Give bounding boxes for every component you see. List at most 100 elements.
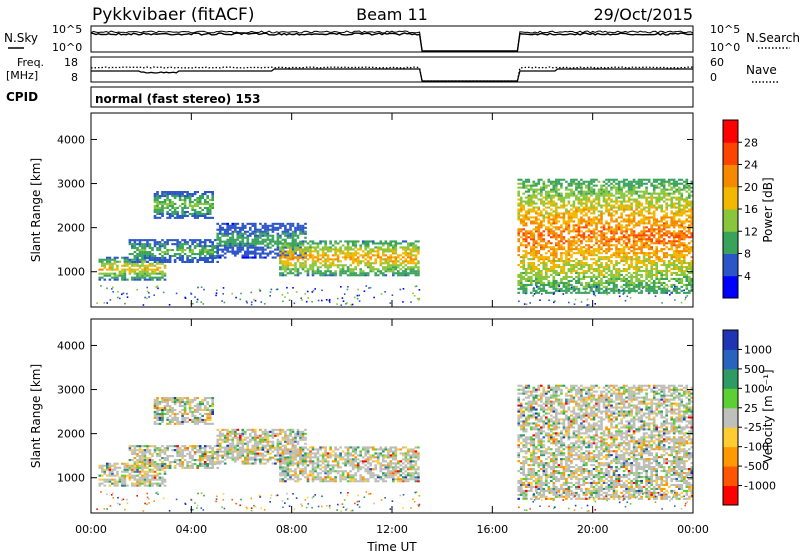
power-cell	[605, 250, 608, 253]
power-cell	[126, 268, 129, 271]
power-cell	[133, 278, 137, 281]
power-cell	[522, 285, 525, 288]
power-cell	[652, 234, 656, 237]
velocity-cell	[133, 482, 137, 485]
power-cell	[304, 250, 307, 253]
power-cell	[678, 256, 681, 259]
power-cell	[680, 208, 684, 211]
power-cell	[612, 232, 616, 235]
power-cell	[637, 268, 641, 271]
power-cell	[650, 184, 653, 187]
power-cell	[597, 180, 601, 183]
power-cell	[565, 256, 568, 259]
power-cell	[632, 238, 636, 241]
power-cell	[557, 242, 561, 245]
power-cell	[685, 196, 689, 199]
power-cell	[600, 234, 603, 237]
power-cell	[555, 188, 558, 191]
power-cell	[550, 202, 553, 205]
power-cell	[346, 266, 350, 269]
power-cell	[349, 256, 352, 259]
power-cell	[304, 246, 307, 249]
power-cell	[660, 242, 663, 245]
power-cell	[540, 188, 543, 191]
power-cell	[281, 222, 285, 225]
power-cell	[151, 264, 154, 267]
power-cell	[166, 251, 169, 254]
power-cell	[326, 248, 330, 251]
power-cell	[557, 240, 561, 243]
power-cell	[226, 230, 229, 233]
power-cell	[635, 264, 638, 267]
power-cell	[657, 270, 661, 273]
power-cell	[266, 230, 270, 233]
power-cell	[582, 250, 586, 253]
power-cell	[625, 190, 628, 193]
power-cell	[582, 190, 586, 193]
power-cell	[572, 192, 576, 195]
power-cell	[532, 194, 536, 197]
power-cell	[625, 283, 628, 286]
power-cell	[178, 258, 182, 261]
power-cell	[329, 262, 332, 265]
power-cell	[412, 270, 415, 273]
power-cell	[374, 268, 377, 271]
power-cell	[517, 230, 520, 233]
power-cell	[610, 192, 613, 195]
power-cell	[524, 230, 528, 233]
power-cell	[369, 266, 372, 269]
power-cell	[380, 293, 383, 295]
velocity-cell	[121, 478, 124, 481]
power-cell	[570, 279, 573, 282]
power-cell	[286, 256, 290, 259]
power-cell	[615, 188, 618, 191]
power-cell	[622, 242, 626, 245]
velocity-cell	[141, 463, 144, 466]
power-cell	[580, 264, 583, 267]
velocity-cell	[148, 453, 152, 456]
power-cell	[522, 277, 525, 280]
power-cell	[394, 272, 398, 275]
power-cell	[552, 186, 556, 189]
power-cell	[162, 291, 165, 294]
power-cell	[208, 206, 212, 209]
power-cell	[146, 278, 149, 281]
power-cell	[519, 281, 523, 284]
power-cell	[577, 226, 581, 229]
power-cell	[402, 270, 405, 273]
power-cell	[565, 222, 568, 225]
power-cell	[519, 287, 523, 290]
power-cell	[657, 277, 661, 280]
power-cell	[678, 220, 681, 223]
power-cell	[582, 196, 586, 199]
velocity-cell	[143, 445, 147, 448]
station-title: Pykkvibaer (fitACF)	[92, 5, 254, 25]
power-cell	[153, 239, 157, 242]
power-cell	[193, 202, 197, 205]
power-cell	[299, 244, 302, 247]
power-cell	[524, 234, 528, 237]
power-cell	[399, 264, 403, 267]
power-cell	[547, 190, 551, 193]
power-cell	[542, 208, 546, 211]
power-cell	[519, 273, 523, 276]
power-cell	[690, 224, 693, 227]
power-cell	[241, 226, 245, 229]
power-cell	[271, 226, 275, 229]
power-cell	[587, 291, 591, 294]
power-cell	[652, 250, 656, 253]
power-cell	[173, 208, 177, 211]
power-cell	[618, 288, 620, 291]
power-cell	[655, 250, 658, 253]
power-cell	[156, 241, 159, 244]
power-cell	[577, 281, 581, 284]
power-cell	[592, 279, 596, 282]
velocity-cell	[131, 449, 134, 452]
power-cell	[206, 216, 209, 219]
power-cell	[173, 260, 177, 263]
power-cell	[622, 270, 626, 273]
power-cell	[542, 281, 546, 284]
power-cell	[251, 252, 255, 255]
power-cell	[239, 250, 242, 253]
power-cell	[346, 302, 348, 304]
